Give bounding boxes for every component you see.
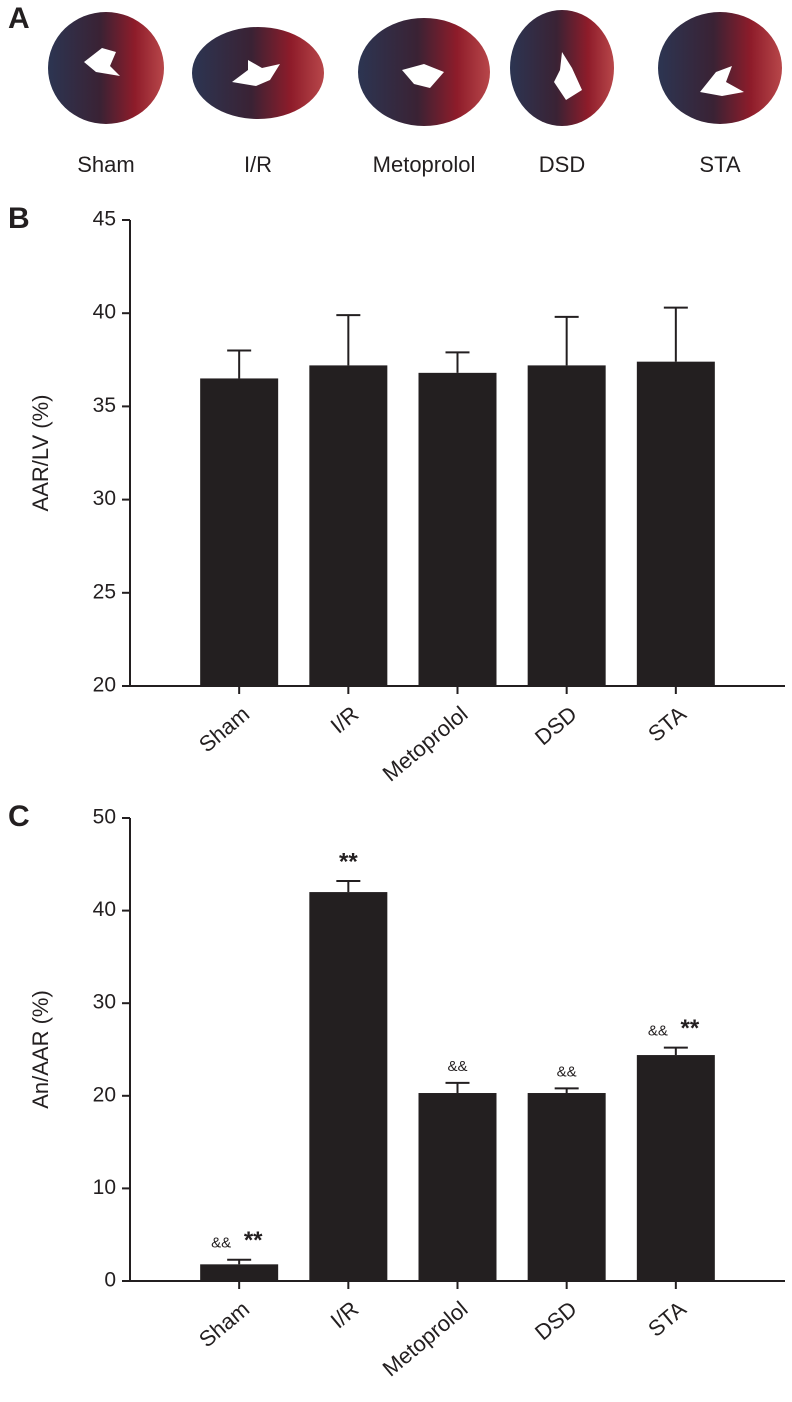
y-tick-label: 0 <box>104 1269 116 1292</box>
image-label: I/R <box>244 152 272 177</box>
bar <box>527 365 606 686</box>
y-tick-label: 30 <box>93 991 116 1014</box>
x-tick-label: I/R <box>326 1296 364 1333</box>
y-tick-label: 50 <box>93 806 116 829</box>
lumen <box>700 66 744 96</box>
y-tick-label: 25 <box>93 580 116 603</box>
significance-mark: && <box>211 1235 231 1252</box>
x-tick-label: I/R <box>326 701 364 738</box>
significance-mark: && <box>447 1058 467 1075</box>
lumen <box>232 60 280 86</box>
y-axis-label: An/AAR (%) <box>28 990 53 1109</box>
y-tick-label: 35 <box>93 394 116 417</box>
panel-label: B <box>8 202 30 235</box>
bar <box>527 1093 606 1281</box>
significance-mark: ** <box>680 1015 699 1042</box>
x-tick-label: Sham <box>194 701 254 757</box>
image-label: STA <box>699 152 740 177</box>
lumen <box>402 64 444 88</box>
image-label: Sham <box>77 152 134 177</box>
x-tick-label: STA <box>643 701 691 747</box>
lumen <box>554 52 582 100</box>
bar <box>309 365 388 686</box>
x-tick-label: Metoprolol <box>378 701 473 786</box>
x-tick-label: DSD <box>530 1296 582 1345</box>
heart-slice <box>658 12 782 124</box>
y-tick-label: 40 <box>93 898 116 921</box>
x-tick-label: Metoprolol <box>378 1296 473 1381</box>
y-tick-label: 20 <box>93 674 116 697</box>
bar <box>636 361 715 686</box>
significance-mark: ** <box>244 1227 263 1254</box>
y-tick-label: 10 <box>93 1176 116 1199</box>
significance-mark: && <box>557 1063 577 1080</box>
bar <box>200 378 279 686</box>
image-label: DSD <box>539 152 585 177</box>
y-tick-label: 20 <box>93 1083 116 1106</box>
bar <box>309 892 388 1281</box>
y-axis-label: AAR/LV (%) <box>28 395 53 512</box>
bar <box>636 1055 715 1281</box>
bar <box>418 1093 497 1281</box>
y-tick-label: 30 <box>93 487 116 510</box>
x-tick-label: STA <box>643 1296 691 1342</box>
y-tick-label: 45 <box>93 208 116 231</box>
significance-mark: ** <box>339 848 358 875</box>
x-tick-label: DSD <box>530 701 582 750</box>
panel-label: A <box>8 2 30 35</box>
x-tick-label: Sham <box>194 1296 254 1352</box>
lumen <box>84 48 120 76</box>
bar <box>200 1264 279 1281</box>
significance-mark: && <box>648 1023 668 1040</box>
bar <box>418 372 497 686</box>
panel-label: C <box>8 800 30 833</box>
y-tick-label: 40 <box>93 301 116 324</box>
image-label: Metoprolol <box>373 152 476 177</box>
heart-images <box>48 10 782 126</box>
